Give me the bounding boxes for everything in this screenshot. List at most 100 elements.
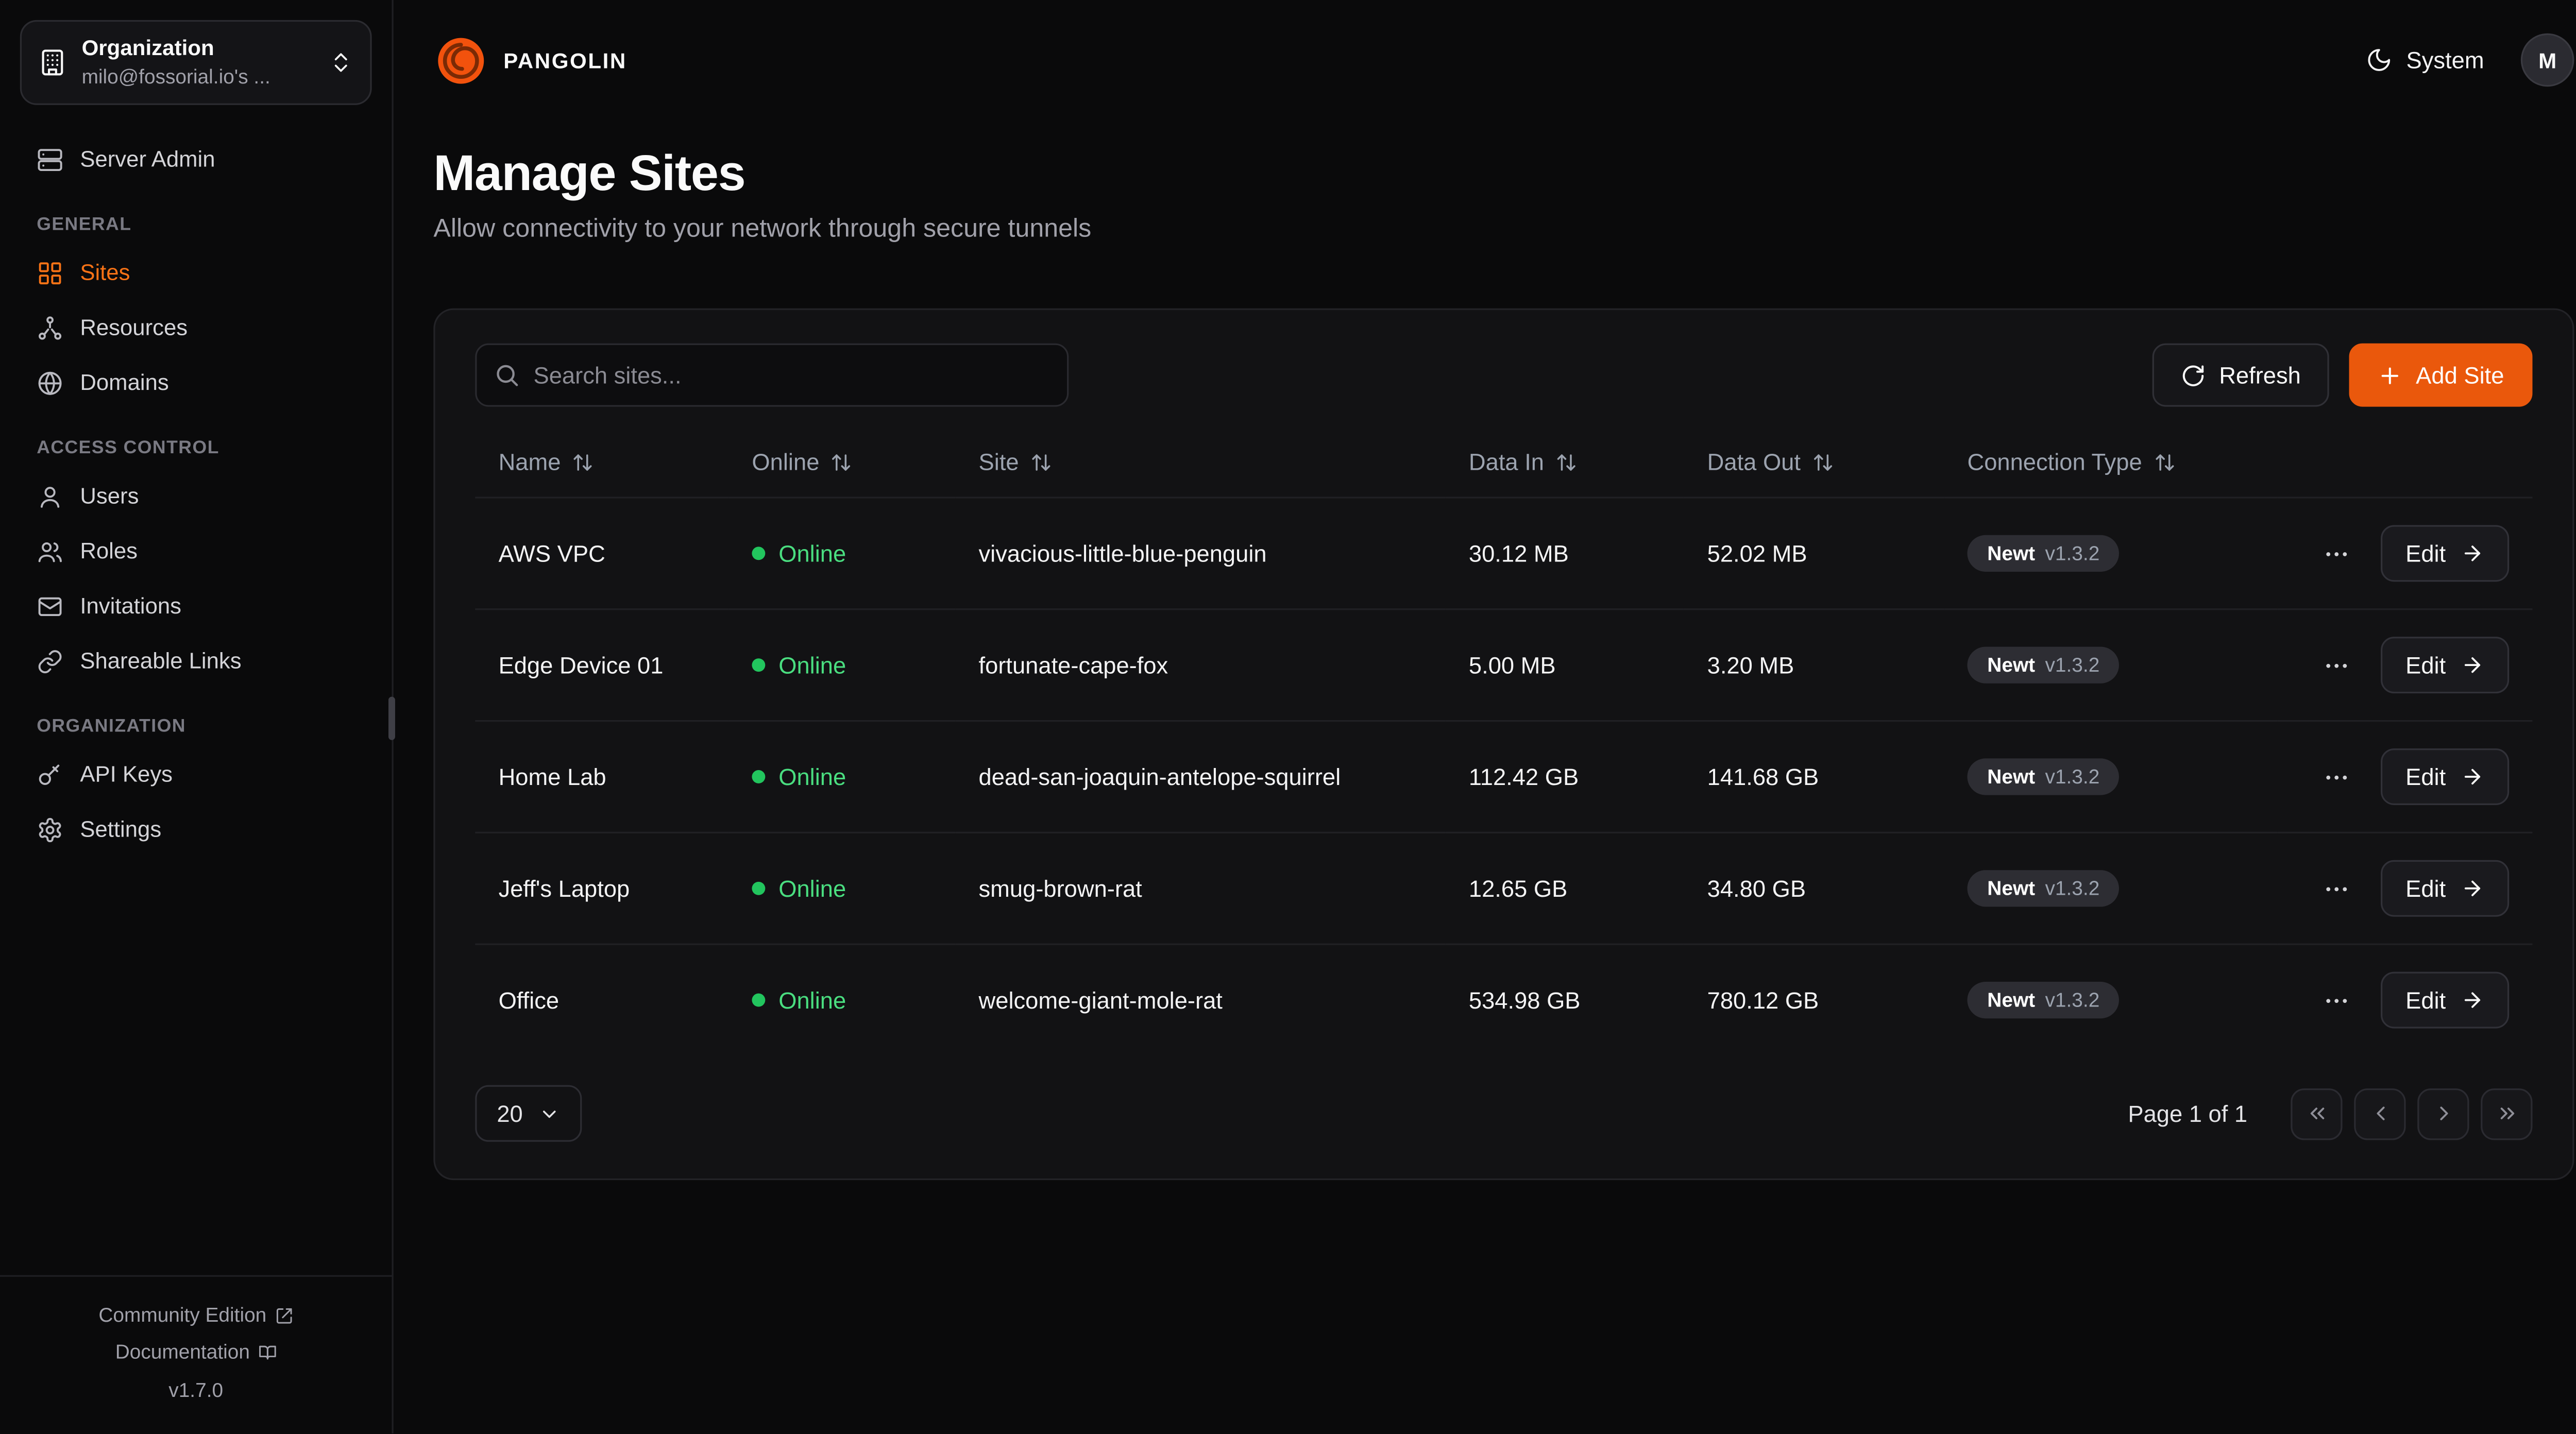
resources-icon	[37, 314, 63, 341]
gear-icon	[37, 816, 63, 843]
edit-button[interactable]: Edit	[2380, 748, 2510, 805]
page-subtitle: Allow connectivity to your network throu…	[433, 215, 1092, 244]
plus-icon	[2378, 363, 2403, 388]
sidebar-nav: Server Admin GENERAL Sites Resources Do	[0, 125, 392, 857]
app-version: v1.7.0	[168, 1378, 224, 1403]
sort-icon	[1556, 451, 1578, 472]
connection-type-badge: Newt v1.3.2	[1967, 870, 2120, 907]
table-row: AWS VPC Online vivacious-little-blue-pen…	[475, 497, 2533, 609]
sort-icon	[572, 451, 594, 472]
cell-actions: Edit	[2277, 497, 2533, 609]
chevrons-left-icon	[2305, 1102, 2328, 1125]
sidebar-item-settings[interactable]: Settings	[20, 802, 372, 857]
cell-data-out: 780.12 GB	[1684, 943, 1944, 1055]
server-icon	[37, 146, 63, 173]
sidebar-item-label: Sites	[80, 260, 130, 285]
column-header-online[interactable]: Online	[728, 426, 955, 498]
theme-label: System	[2406, 46, 2484, 74]
online-dot	[752, 993, 766, 1007]
edit-button[interactable]: Edit	[2380, 525, 2510, 582]
table-row: Edge Device 01 Online fortunate-cape-fox…	[475, 608, 2533, 721]
next-page-button[interactable]	[2417, 1087, 2469, 1139]
connection-version: v1.3.2	[2045, 877, 2100, 900]
page-size-select[interactable]: 20	[475, 1085, 581, 1142]
avatar[interactable]: M	[2520, 33, 2574, 87]
sidebar-resize-handle[interactable]	[388, 696, 395, 740]
online-label: Online	[778, 540, 846, 567]
online-dot	[752, 547, 766, 560]
sidebar-item-sites[interactable]: Sites	[20, 245, 372, 300]
card-footer: 20 Page 1 of 1	[475, 1085, 2533, 1142]
org-subtitle: milo@fossorial.io's ...	[81, 64, 270, 89]
column-header-data-in[interactable]: Data In	[1446, 426, 1684, 498]
cell-online: Online	[728, 608, 956, 721]
column-header-data-out[interactable]: Data Out	[1684, 426, 1944, 498]
row-menu-button[interactable]	[2315, 867, 2357, 909]
sidebar-item-invitations[interactable]: Invitations	[20, 578, 372, 634]
row-menu-button[interactable]	[2315, 533, 2357, 574]
page-info: Page 1 of 1	[2128, 1100, 2248, 1127]
sidebar-item-domains[interactable]: Domains	[20, 355, 372, 411]
cell-site: vivacious-little-blue-penguin	[955, 497, 1446, 609]
theme-toggle-button[interactable]: System	[2366, 46, 2484, 74]
sidebar-item-server-admin[interactable]: Server Admin	[20, 132, 372, 187]
row-menu-button[interactable]	[2315, 979, 2357, 1021]
edit-label: Edit	[2405, 652, 2446, 679]
prev-page-button[interactable]	[2354, 1087, 2406, 1139]
user-icon	[37, 483, 63, 509]
column-header-actions	[2277, 426, 2532, 498]
link-icon	[37, 647, 63, 674]
sidebar-item-label: Resources	[80, 315, 188, 340]
sidebar-item-resources[interactable]: Resources	[20, 300, 372, 355]
last-page-button[interactable]	[2481, 1087, 2533, 1139]
sort-icon	[831, 451, 853, 472]
refresh-button[interactable]: Refresh	[2152, 343, 2329, 407]
edit-button[interactable]: Edit	[2380, 971, 2510, 1029]
page-size-value: 20	[497, 1100, 523, 1127]
org-selector[interactable]: Organization milo@fossorial.io's ...	[20, 20, 372, 106]
column-header-name[interactable]: Name	[475, 426, 728, 498]
column-header-connection-type[interactable]: Connection Type	[1944, 426, 2277, 498]
globe-icon	[37, 369, 63, 396]
documentation-link[interactable]: Documentation	[115, 1334, 277, 1372]
sidebar-item-roles[interactable]: Roles	[20, 523, 372, 578]
sidebar-item-label: Invitations	[80, 593, 182, 619]
sidebar-item-users[interactable]: Users	[20, 469, 372, 524]
org-title: Organization	[81, 35, 214, 60]
cell-connection-type: Newt v1.3.2	[1944, 831, 2278, 945]
cell-connection-type: Newt v1.3.2	[1944, 608, 2278, 721]
row-menu-button[interactable]	[2315, 644, 2357, 686]
chevrons-up-down-icon	[328, 50, 353, 75]
community-edition-label: Community Edition	[98, 1303, 267, 1326]
row-menu-button[interactable]	[2315, 756, 2357, 798]
sidebar-item-api-keys[interactable]: API Keys	[20, 747, 372, 802]
cell-online: Online	[728, 943, 956, 1055]
nav-section-access-control: ACCESS CONTROL	[37, 438, 219, 459]
cell-data-out: 52.02 MB	[1684, 497, 1944, 609]
community-edition-link[interactable]: Community Edition	[98, 1296, 293, 1334]
ellipsis-icon	[2322, 539, 2350, 568]
edit-button[interactable]: Edit	[2380, 860, 2510, 917]
search-input[interactable]	[475, 343, 1069, 407]
column-header-site[interactable]: Site	[955, 426, 1445, 498]
online-dot	[752, 658, 766, 672]
sidebar: Organization milo@fossorial.io's ... Ser…	[0, 0, 395, 1433]
sidebar-item-label: Settings	[80, 816, 162, 842]
connection-name: Newt	[1987, 877, 2036, 900]
nav-section-organization: ORGANIZATION	[37, 716, 186, 737]
search-icon	[494, 362, 520, 388]
cell-data-in: 5.00 MB	[1445, 608, 1684, 721]
cell-data-out: 34.80 GB	[1684, 831, 1944, 945]
sites-card: Refresh Add Site Name Online	[433, 308, 2574, 1181]
sidebar-item-label: Domains	[80, 370, 169, 396]
add-site-button[interactable]: Add Site	[2349, 343, 2533, 407]
edit-button[interactable]: Edit	[2380, 637, 2510, 694]
online-label: Online	[778, 875, 846, 902]
connection-type-badge: Newt v1.3.2	[1967, 758, 2120, 795]
main-content: PANGOLIN System M Manage Sites Allow con…	[394, 0, 2576, 1433]
sidebar-item-shareable-links[interactable]: Shareable Links	[20, 634, 372, 689]
sidebar-item-label: Users	[80, 483, 139, 509]
edit-label: Edit	[2405, 986, 2446, 1014]
first-page-button[interactable]	[2291, 1087, 2343, 1139]
cell-name: Office	[475, 943, 729, 1055]
